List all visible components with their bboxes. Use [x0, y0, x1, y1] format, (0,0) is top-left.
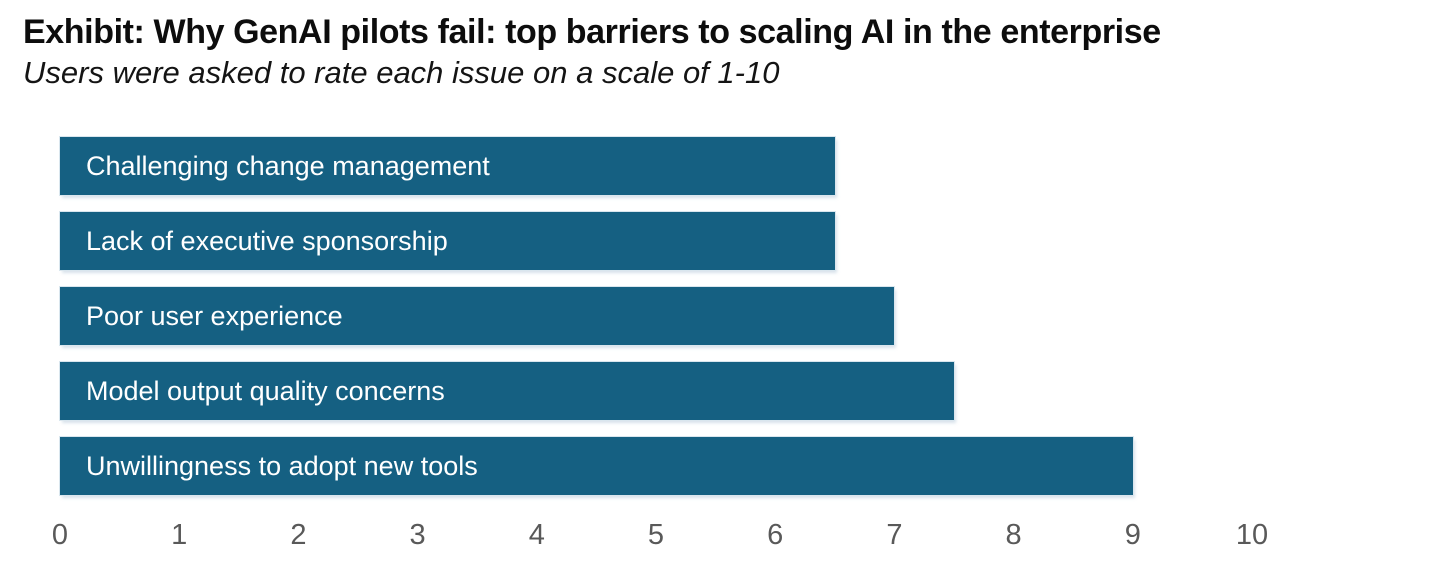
bars-container: Challenging change management Lack of exe… [60, 137, 1252, 495]
bar: Poor user experience [60, 287, 895, 345]
bar-chart: Challenging change management Lack of exe… [52, 137, 1268, 557]
bar-label: Unwillingness to adopt new tools [86, 450, 478, 481]
bar-label: Lack of executive sponsorship [86, 225, 448, 256]
bar: Challenging change management [60, 137, 835, 195]
bar: Lack of executive sponsorship [60, 212, 835, 270]
x-tick-label: 5 [647, 519, 665, 551]
x-tick-label: 6 [767, 519, 784, 551]
chart-title: Exhibit: Why GenAI pilots fail: top barr… [23, 13, 1161, 51]
x-tick-label: 3 [409, 519, 426, 551]
bar: Unwillingness to adopt new tools [60, 437, 1133, 495]
bar-label: Challenging change management [86, 150, 490, 181]
bar: Model output quality concerns [60, 362, 954, 420]
bar-label: Poor user experience [86, 300, 343, 331]
bar-label: Model output quality concerns [86, 375, 445, 406]
x-tick-label: 1 [171, 519, 188, 551]
x-tick-label: 10 [1235, 519, 1269, 551]
x-tick-label: 9 [1124, 519, 1141, 551]
x-tick-label: 2 [290, 519, 307, 551]
x-tick-label: 8 [1005, 519, 1022, 551]
chart-subtitle: Users were asked to rate each issue on a… [23, 55, 780, 90]
chart-header: Exhibit: Why GenAI pilots fail: top barr… [23, 12, 1433, 92]
x-tick-label: 7 [886, 519, 903, 551]
x-axis: 0 1 2 3 4 5 6 7 8 9 10 [52, 518, 1268, 554]
x-tick-label: 4 [528, 519, 545, 551]
x-tick-label: 0 [51, 519, 69, 551]
